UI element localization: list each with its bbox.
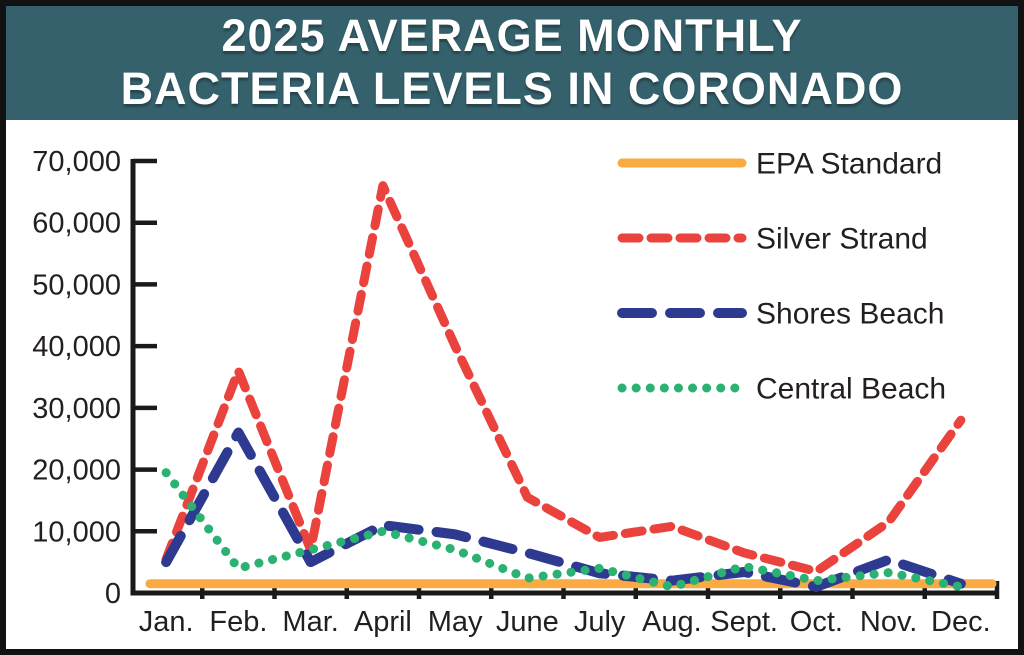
series-line-silver-strand <box>161 181 966 576</box>
x-axis-month-label: July <box>574 606 626 638</box>
x-axis-month-label: Sept. <box>710 606 778 638</box>
y-axis-tick-label: 20,000 <box>32 455 121 487</box>
x-axis-month-label: April <box>354 606 412 638</box>
x-axis-month-label: Feb. <box>209 606 267 638</box>
x-axis-month-label: Aug. <box>642 606 702 638</box>
y-axis-tick-label: 40,000 <box>32 331 121 363</box>
series-line-shores-beach <box>161 427 966 592</box>
chart-title-line2: BACTERIA LEVELS IN CORONADO <box>120 62 904 114</box>
y-axis-tick-label: 60,000 <box>32 208 121 240</box>
y-axis-tick-label: 50,000 <box>32 269 121 301</box>
legend-label-shores-beach: Shores Beach <box>756 298 944 331</box>
y-axis-tick-label: 10,000 <box>32 516 121 548</box>
series-line-central-beach <box>161 468 966 592</box>
y-axis-tick-label: 70,000 <box>32 146 121 178</box>
x-axis-month-label: Oct. <box>790 606 843 638</box>
legend-label-epa-standard: EPA Standard <box>756 148 942 181</box>
y-axis-tick-label: 30,000 <box>32 393 121 425</box>
legend-label-silver-strand: Silver Strand <box>756 223 928 256</box>
chart-title-line1: 2025 AVERAGE MONTHLY <box>221 9 803 61</box>
legend-label-central-beach: Central Beach <box>756 373 946 406</box>
x-axis-month-label: Jan. <box>139 606 194 638</box>
x-axis-month-label: May <box>428 606 483 638</box>
x-axis-month-label: Mar. <box>282 606 338 638</box>
y-axis-tick-label: 0 <box>105 578 121 610</box>
x-axis-month-label: Dec. <box>931 606 991 638</box>
title-banner: 2025 AVERAGE MONTHLY BACTERIA LEVELS IN … <box>5 5 1019 120</box>
x-axis-month-label: Nov. <box>860 606 917 638</box>
x-axis-month-label: June <box>496 606 559 638</box>
